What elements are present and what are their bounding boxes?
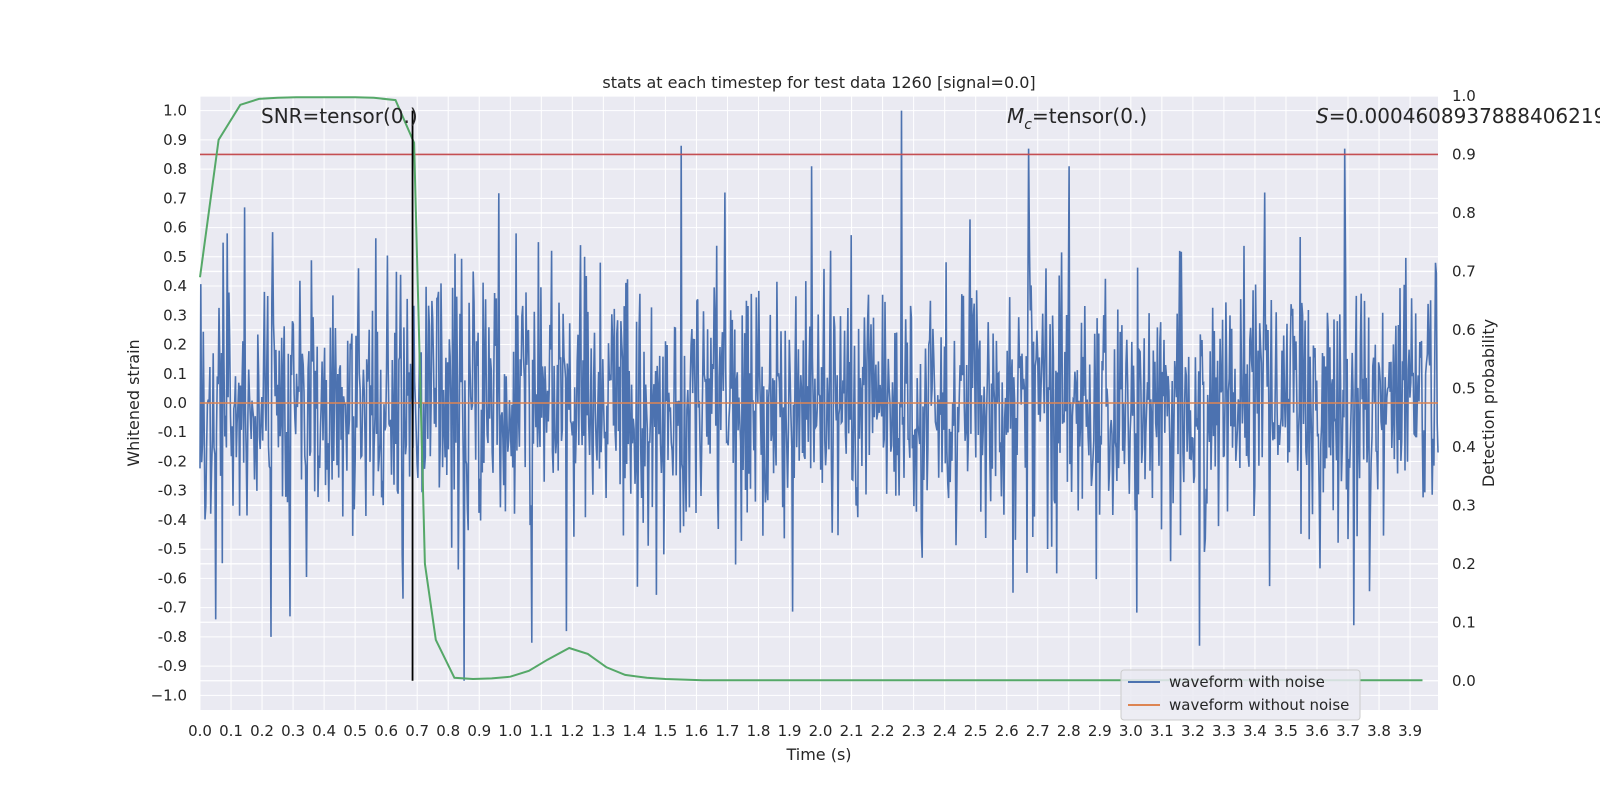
x-tick-label: 0.3 [281, 722, 305, 740]
x-tick-label: 3.0 [1119, 722, 1143, 740]
legend: waveform with noise waveform without noi… [1120, 669, 1361, 721]
y-left-tick-label: 0.8 [163, 160, 187, 178]
y-right-tick-label: 0.1 [1452, 613, 1476, 631]
y-right-tick-label: 1.0 [1452, 87, 1476, 105]
y-left-tick-label: -0.8 [158, 628, 187, 646]
x-tick-label: 2.2 [871, 722, 895, 740]
y-right-axis-label: Detection probability [1479, 319, 1498, 487]
y-left-tick-label: −1.0 [151, 686, 187, 704]
x-tick-label: 3.5 [1274, 722, 1298, 740]
legend-label-waveform-without-noise: waveform without noise [1169, 696, 1349, 714]
x-tick-label: 0.4 [312, 722, 336, 740]
y-left-tick-label: 0.6 [163, 219, 187, 237]
y-left-tick-label: 0.1 [163, 365, 187, 383]
x-tick-label: 1.0 [498, 722, 522, 740]
x-tick-label: 0.6 [374, 722, 398, 740]
x-tick-label: 0.5 [343, 722, 367, 740]
x-tick-label: 1.6 [685, 722, 709, 740]
x-tick-label: 3.3 [1212, 722, 1236, 740]
y-left-tick-label: 0.4 [163, 277, 187, 295]
y-left-tick-label: 0.2 [163, 336, 187, 354]
x-tick-label: 2.9 [1088, 722, 1112, 740]
y-right-tick-label: 0.2 [1452, 555, 1476, 573]
y-left-tick-label: -0.7 [158, 599, 187, 617]
y-left-axis-label: Whitened strain [124, 339, 143, 466]
x-tick-label: 3.4 [1243, 722, 1267, 740]
x-tick-label: 2.5 [964, 722, 988, 740]
y-left-tick-label: -0.2 [158, 452, 187, 470]
detection-probability-line [199, 96, 1423, 682]
y-left-tick-label: -0.3 [158, 482, 187, 500]
y-left-tick-label: -0.6 [158, 569, 187, 587]
y-left-tick-label: 0.0 [163, 394, 187, 412]
waveform-with-noise-line [199, 110, 1439, 681]
y-right-tick-label: 0.9 [1452, 145, 1476, 163]
x-tick-label: 3.8 [1367, 722, 1391, 740]
x-tick-label: 3.9 [1398, 722, 1422, 740]
x-tick-label: 0.7 [405, 722, 429, 740]
mc-annotation: Mc=tensor(0.) [1007, 104, 1147, 133]
y-right-tick-label: 0.5 [1452, 379, 1476, 397]
x-tick-label: 3.7 [1336, 722, 1360, 740]
s-symbol: S [1316, 104, 1329, 128]
x-tick-label: 0.8 [436, 722, 460, 740]
x-tick-label: 0.2 [250, 722, 274, 740]
x-tick-label: 2.8 [1057, 722, 1081, 740]
y-left-tick-label: -0.9 [158, 657, 187, 675]
x-tick-label: 1.8 [747, 722, 771, 740]
x-tick-label: 1.9 [778, 722, 802, 740]
series-detection-probability [199, 96, 1423, 682]
x-tick-label: 1.7 [716, 722, 740, 740]
y-left-tick-label: -0.5 [158, 540, 187, 558]
y-left-tick-label: 0.7 [163, 189, 187, 207]
y-left-tick-label: -0.1 [158, 423, 187, 441]
mc-symbol: M [1007, 104, 1024, 128]
y-left-tick-label: 0.5 [163, 248, 187, 266]
x-tick-label: 1.2 [560, 722, 584, 740]
x-tick-label: 3.2 [1181, 722, 1205, 740]
chart-title: stats at each timestep for test data 126… [602, 73, 1035, 92]
x-tick-label: 3.6 [1305, 722, 1329, 740]
y-left-tick-label: 1.0 [163, 102, 187, 120]
mc-value: =tensor(0.) [1032, 104, 1147, 128]
legend-label-waveform-with-noise: waveform with noise [1169, 673, 1325, 691]
x-tick-labels: 0.0 0.1 0.2 0.3 0.4 0.5 0.6 0.7 0.8 0.9 1.0 1.1 1.2 1… [188, 722, 1422, 740]
x-tick-label: 2.6 [995, 722, 1019, 740]
x-tick-label: 1.3 [591, 722, 615, 740]
x-tick-label: 0.1 [219, 722, 243, 740]
x-tick-label: 0.0 [188, 722, 212, 740]
x-tick-label: 2.1 [840, 722, 864, 740]
y-right-tick-label: 0.0 [1452, 672, 1476, 690]
y-left-tick-label: -0.4 [158, 511, 187, 529]
x-tick-label: 1.5 [653, 722, 677, 740]
y-right-tick-label: 0.8 [1452, 204, 1476, 222]
x-tick-label: 2.7 [1026, 722, 1050, 740]
x-tick-label: 3.1 [1150, 722, 1174, 740]
y-left-tick-label: 0.9 [163, 131, 187, 149]
x-tick-label: 0.9 [467, 722, 491, 740]
x-tick-label: 1.4 [622, 722, 646, 740]
x-tick-label: 2.4 [933, 722, 957, 740]
x-tick-label: 2.3 [902, 722, 926, 740]
s-annotation: S=0.00046089378884062195 [1316, 104, 1600, 128]
y-left-tick-labels: 1.0 0.9 0.8 0.7 0.6 0.5 0.4 0.3 0.2 0.1 0.0 -0.1 -0.… [151, 102, 187, 705]
x-axis-label: Time (s) [785, 745, 851, 764]
x-tick-label: 2.0 [809, 722, 833, 740]
y-right-tick-label: 0.7 [1452, 262, 1476, 280]
y-left-tick-label: 0.3 [163, 306, 187, 324]
y-right-tick-label: 0.4 [1452, 438, 1476, 456]
legend-box [1120, 669, 1361, 721]
series-waveform-with-noise [199, 110, 1439, 681]
x-tick-label: 1.1 [529, 722, 553, 740]
s-value: =0.00046089378884062195 [1329, 104, 1600, 128]
snr-annotation: SNR=tensor(0.) [261, 104, 418, 128]
y-right-tick-label: 0.3 [1452, 496, 1476, 514]
y-right-tick-labels: 1.0 0.9 0.8 0.7 0.6 0.5 0.4 0.3 0.2 0.1 0.0 [1452, 87, 1476, 690]
y-right-tick-label: 0.6 [1452, 321, 1476, 339]
mc-subscript: c [1024, 117, 1032, 133]
